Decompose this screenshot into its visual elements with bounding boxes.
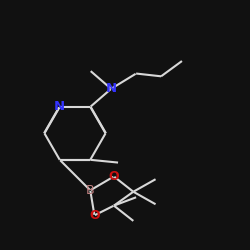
Text: N: N xyxy=(54,100,65,113)
Text: N: N xyxy=(106,82,117,95)
Text: O: O xyxy=(108,170,119,183)
Text: B: B xyxy=(86,184,94,197)
Text: O: O xyxy=(89,209,100,222)
